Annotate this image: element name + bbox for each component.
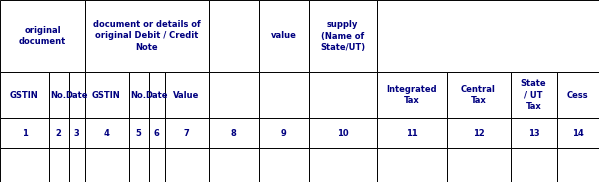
Bar	[377, 72, 446, 118]
Text: 1: 1	[22, 128, 28, 137]
Bar	[556, 118, 598, 148]
Bar	[308, 0, 377, 72]
Bar	[129, 118, 149, 148]
Bar	[446, 118, 510, 148]
Bar	[208, 148, 259, 182]
Text: 14: 14	[571, 128, 583, 137]
Text: 2: 2	[56, 128, 62, 137]
Text: Central
Tax: Central Tax	[461, 85, 496, 105]
Text: 11: 11	[406, 128, 418, 137]
Bar	[510, 72, 556, 118]
Text: Value: Value	[173, 90, 199, 100]
Text: value: value	[271, 31, 297, 41]
Bar	[49, 148, 68, 182]
Bar	[446, 72, 510, 118]
Text: No.: No.	[131, 90, 147, 100]
Bar	[84, 0, 208, 72]
Bar	[84, 118, 129, 148]
Text: supply
(Name of
State/UT): supply (Name of State/UT)	[320, 20, 365, 52]
Text: 9: 9	[280, 128, 286, 137]
Text: Integrated
Tax: Integrated Tax	[386, 85, 437, 105]
Text: No.: No.	[50, 90, 66, 100]
Text: 10: 10	[337, 128, 348, 137]
Text: 6: 6	[153, 128, 159, 137]
Bar	[1, 148, 49, 182]
Text: 12: 12	[473, 128, 485, 137]
Bar	[165, 148, 208, 182]
Bar	[446, 148, 510, 182]
Text: 7: 7	[184, 128, 189, 137]
Bar	[259, 118, 308, 148]
Bar	[208, 118, 259, 148]
Bar	[149, 148, 165, 182]
Text: 3: 3	[74, 128, 80, 137]
Bar	[129, 148, 149, 182]
Bar	[84, 72, 129, 118]
Text: State
/ UT
Tax: State / UT Tax	[521, 79, 546, 111]
Text: Date: Date	[65, 90, 87, 100]
Bar	[1, 72, 49, 118]
Bar	[165, 118, 208, 148]
Bar	[259, 0, 308, 72]
Text: GSTIN: GSTIN	[10, 90, 39, 100]
Bar	[377, 118, 446, 148]
Bar	[165, 72, 208, 118]
Bar	[308, 148, 377, 182]
Bar	[208, 72, 259, 118]
Bar	[510, 148, 556, 182]
Text: 5: 5	[135, 128, 141, 137]
Bar	[129, 72, 149, 118]
Bar	[208, 0, 259, 72]
Text: Date: Date	[145, 90, 168, 100]
Text: 4: 4	[104, 128, 110, 137]
Bar	[49, 118, 68, 148]
Bar	[377, 0, 598, 72]
Text: 8: 8	[231, 128, 237, 137]
Text: 13: 13	[528, 128, 539, 137]
Text: Cess: Cess	[567, 90, 588, 100]
Text: GSTIN: GSTIN	[92, 90, 121, 100]
Bar	[510, 118, 556, 148]
Bar	[84, 148, 129, 182]
Bar	[149, 72, 165, 118]
Bar	[68, 148, 84, 182]
Bar	[556, 148, 598, 182]
Bar	[308, 118, 377, 148]
Bar	[1, 0, 84, 72]
Bar	[556, 72, 598, 118]
Bar	[377, 148, 446, 182]
Bar	[68, 72, 84, 118]
Bar	[68, 118, 84, 148]
Bar	[1, 118, 49, 148]
Text: original
document: original document	[19, 26, 66, 46]
Bar	[259, 72, 308, 118]
Bar	[259, 148, 308, 182]
Bar	[49, 72, 68, 118]
Bar	[149, 118, 165, 148]
Text: document or details of
original Debit / Credit
Note: document or details of original Debit / …	[93, 20, 201, 52]
Bar	[308, 72, 377, 118]
